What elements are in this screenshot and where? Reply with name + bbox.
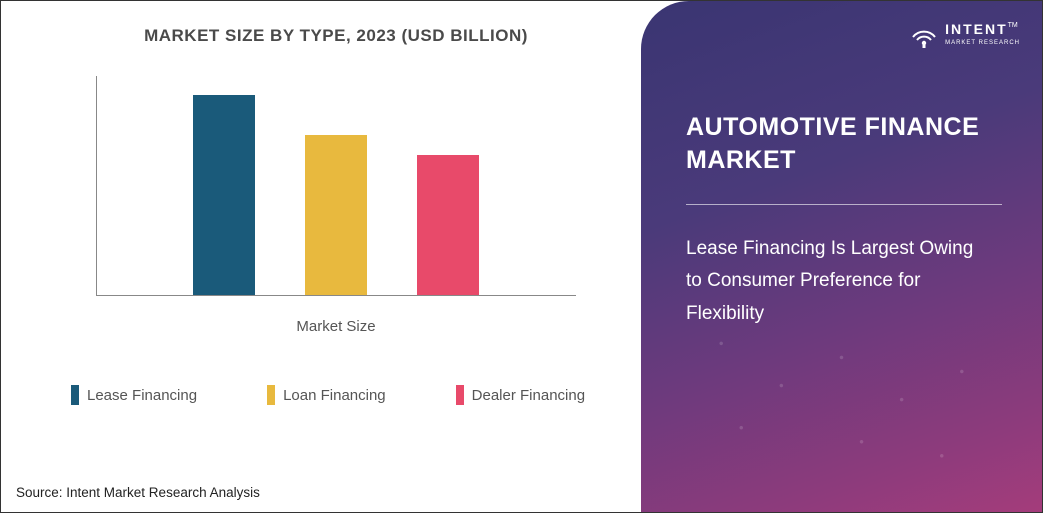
bar-chart bbox=[96, 76, 576, 296]
legend-label: Lease Financing bbox=[87, 387, 197, 404]
brand-logo: INTENTTM MARKET RESEARCH bbox=[909, 19, 1020, 49]
bar-loan-financing bbox=[305, 135, 367, 295]
info-panel: INTENTTM MARKET RESEARCH AUTOMOTIVE FINA… bbox=[641, 1, 1042, 512]
legend-label: Dealer Financing bbox=[472, 387, 585, 404]
legend-item-loan: Loan Financing bbox=[267, 385, 386, 405]
page-container: MARKET SIZE BY TYPE, 2023 (USD BILLION) … bbox=[0, 0, 1043, 513]
source-text: Source: Intent Market Research Analysis bbox=[16, 485, 260, 500]
logo-tm: TM bbox=[1008, 22, 1018, 29]
legend-swatch-icon bbox=[267, 385, 275, 405]
legend: Lease Financing Loan Financing Dealer Fi… bbox=[61, 385, 611, 405]
world-map-bg-icon bbox=[641, 231, 1042, 512]
divider bbox=[686, 204, 1002, 205]
logo-main: INTENT bbox=[945, 21, 1008, 37]
legend-swatch-icon bbox=[456, 385, 464, 405]
bar-lease-financing bbox=[193, 95, 255, 295]
bar-dealer-financing bbox=[417, 155, 479, 295]
logo-sub: MARKET RESEARCH bbox=[945, 40, 1020, 46]
legend-item-lease: Lease Financing bbox=[71, 385, 197, 405]
chart-panel: MARKET SIZE BY TYPE, 2023 (USD BILLION) … bbox=[1, 1, 641, 512]
panel-headline: AUTOMOTIVE FINANCE MARKET bbox=[686, 111, 1002, 176]
chart-title: MARKET SIZE BY TYPE, 2023 (USD BILLION) bbox=[61, 26, 611, 46]
bars-group bbox=[96, 76, 576, 295]
legend-item-dealer: Dealer Financing bbox=[456, 385, 585, 405]
logo-text: INTENTTM MARKET RESEARCH bbox=[945, 22, 1020, 46]
legend-swatch-icon bbox=[71, 385, 79, 405]
x-axis-label: Market Size bbox=[61, 318, 611, 335]
x-axis bbox=[96, 295, 576, 296]
wifi-finger-icon bbox=[909, 19, 939, 49]
legend-label: Loan Financing bbox=[283, 387, 386, 404]
